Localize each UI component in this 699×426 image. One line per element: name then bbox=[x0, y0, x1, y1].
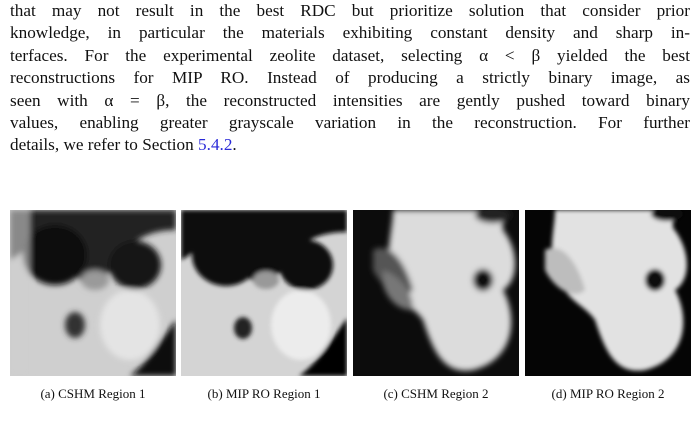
image-region-2-mip-ro bbox=[525, 210, 691, 376]
image-region-2-cshm bbox=[353, 210, 519, 376]
text-line: knowledge, in particular the materials e… bbox=[10, 23, 690, 43]
text-line: terfaces. For the experimental zeolite d… bbox=[10, 45, 690, 65]
caption: (a) CSHM Region 1 bbox=[40, 386, 146, 401]
text: . bbox=[232, 135, 237, 155]
paragraph: that may not result in the best RDC but … bbox=[10, 0, 690, 157]
image-region-1-mip-ro bbox=[181, 210, 347, 376]
text-line: reconstructions for MIP RO. Instead of p… bbox=[10, 68, 690, 88]
section-link[interactable]: 5.4.2 bbox=[198, 135, 233, 155]
text-line: details, we refer to Section 5.4.2. bbox=[10, 134, 690, 156]
text-line: seen with α = β, the reconstructed inten… bbox=[10, 90, 690, 110]
text-line: that may not result in the best RDC but … bbox=[10, 1, 690, 20]
caption: (b) MIP RO Region 1 bbox=[207, 386, 321, 401]
caption: (d) MIP RO Region 2 bbox=[551, 386, 665, 401]
caption: (c) CSHM Region 2 bbox=[383, 386, 489, 401]
text: details, we refer to Section bbox=[10, 135, 199, 155]
image-region-1-cshm bbox=[10, 210, 176, 376]
text-line: values, enabling greater grayscale varia… bbox=[10, 112, 690, 132]
